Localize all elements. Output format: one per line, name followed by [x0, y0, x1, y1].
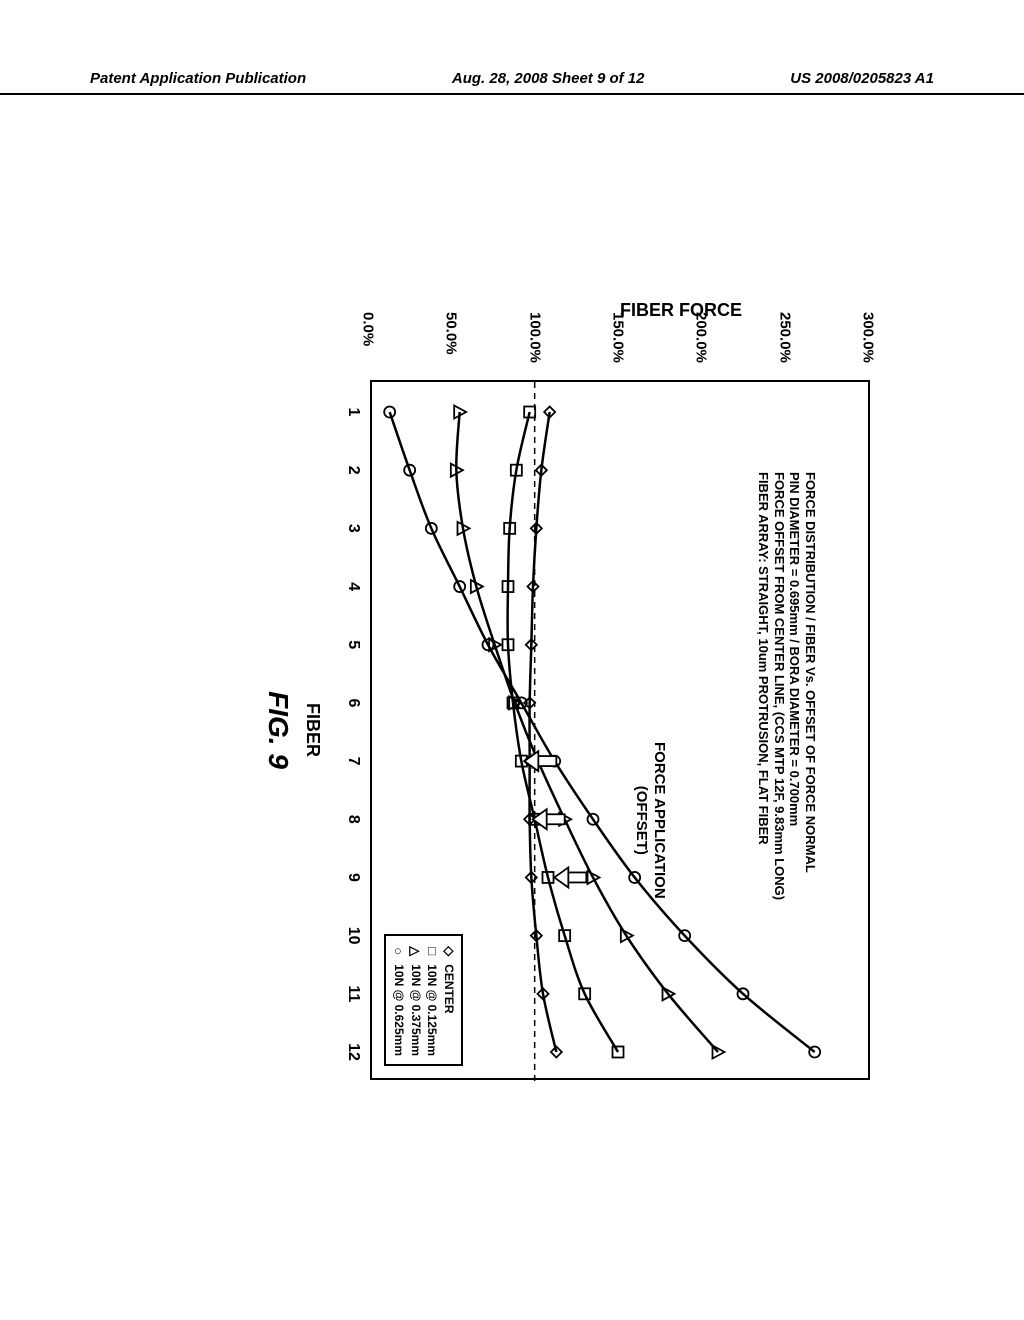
- chart-figure: FIBER FORCE FORCE DISTRIBUTION / FIBER V…: [90, 310, 910, 910]
- x-tick-label: 1: [344, 408, 362, 417]
- plot-area: FORCE DISTRIBUTION / FIBER Vs. OFFSET OF…: [370, 380, 870, 1080]
- y-tick-label: 150.0%: [610, 312, 627, 363]
- x-tick-label: 12: [344, 1043, 362, 1061]
- x-tick-label: 10: [344, 927, 362, 945]
- legend-label: 10N @ 0.375mm: [407, 964, 424, 1056]
- triangle-icon: △: [408, 944, 422, 958]
- y-tick-label: 100.0%: [526, 312, 543, 363]
- header-left: Patent Application Publication: [90, 70, 306, 87]
- legend-label: 10N @ 0.625mm: [390, 964, 407, 1056]
- x-tick-label: 6: [344, 698, 362, 707]
- series-line: [530, 412, 557, 1052]
- square-icon: □: [425, 944, 439, 958]
- offset-arrow-icon: [554, 867, 586, 887]
- x-tick-label: 7: [344, 757, 362, 766]
- x-tick-label: 3: [344, 524, 362, 533]
- figure-caption: FIG. 9: [262, 691, 294, 769]
- x-tick-label: 4: [344, 582, 362, 591]
- x-tick-label: 8: [344, 815, 362, 824]
- triangle-marker: [713, 1046, 725, 1059]
- x-tick-label: 2: [344, 466, 362, 475]
- x-tick-label: 9: [344, 873, 362, 882]
- header-right: US 2008/0205823 A1: [790, 70, 934, 87]
- legend: ◇ CENTER□ 10N @ 0.125mm△ 10N @ 0.375mm○ 10N …: [384, 934, 463, 1066]
- legend-row: □ 10N @ 0.125mm: [424, 944, 441, 1056]
- legend-label: 10N @ 0.125mm: [424, 964, 441, 1056]
- circle-icon: ○: [391, 944, 405, 958]
- y-axis-label: FIBER FORCE: [620, 300, 742, 321]
- y-tick-label: 250.0%: [776, 312, 793, 363]
- legend-row: △ 10N @ 0.375mm: [407, 944, 424, 1056]
- legend-row: ◇ CENTER: [440, 944, 457, 1056]
- diamond-icon: ◇: [442, 944, 456, 958]
- x-axis-label: FIBER: [302, 703, 323, 757]
- circle-marker: [809, 1047, 820, 1058]
- y-tick-label: 50.0%: [443, 312, 460, 355]
- legend-row: ○ 10N @ 0.625mm: [390, 944, 407, 1056]
- page-header: Patent Application Publication Aug. 28, …: [0, 70, 1024, 95]
- y-tick-label: 0.0%: [360, 312, 377, 346]
- series-line: [508, 412, 618, 1052]
- x-tick-label: 5: [344, 640, 362, 649]
- y-tick-label: 300.0%: [860, 312, 877, 363]
- series-line: [456, 412, 718, 1052]
- x-tick-label: 11: [344, 985, 362, 1002]
- header-center: Aug. 28, 2008 Sheet 9 of 12: [452, 70, 645, 87]
- legend-label: CENTER: [440, 964, 457, 1013]
- y-tick-label: 200.0%: [693, 312, 710, 363]
